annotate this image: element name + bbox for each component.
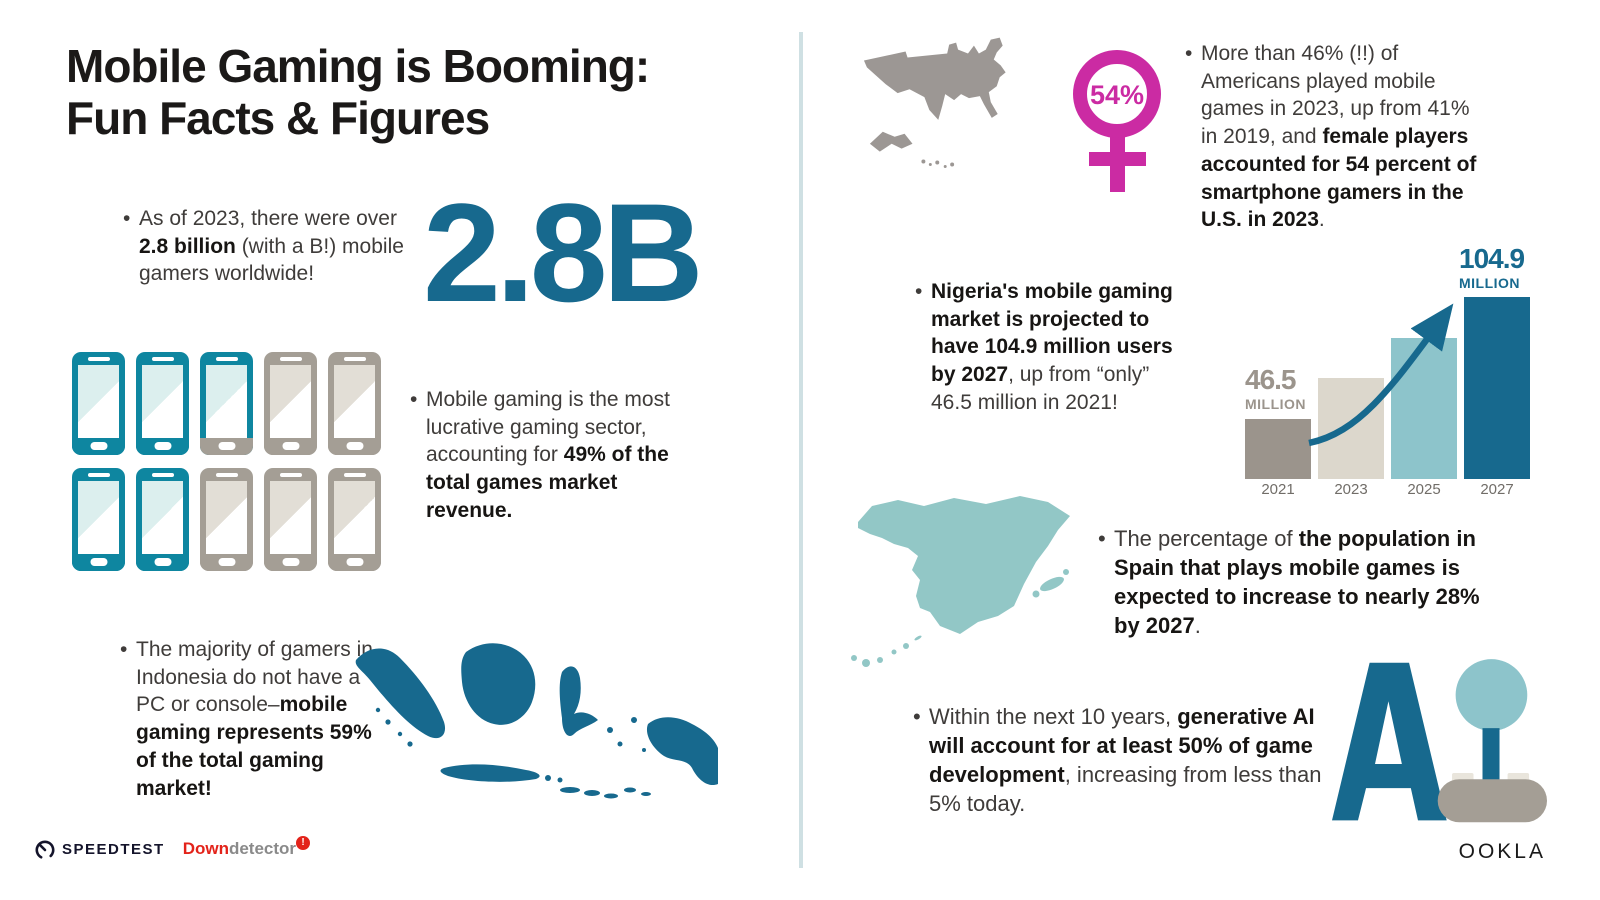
nigeria-bar-chart: 2021 2023 2025 2027 46.5 MILLION 104.9 MILL…	[1220, 245, 1530, 498]
bullet-dot: •	[1185, 42, 1193, 65]
phones-grid	[72, 352, 381, 571]
fact-gamers-worldwide: • As of 2023, there were over 2.8 billion…	[123, 205, 404, 288]
x-tick-2027: 2027	[1480, 481, 1514, 498]
phone-icon	[136, 352, 189, 455]
phone-icon	[264, 352, 317, 455]
letter-a	[1332, 662, 1447, 821]
fact-revenue: • Mobile gaming is the most lucrative gam…	[410, 386, 681, 525]
fact-text: .	[1318, 208, 1325, 232]
title-line-2: Fun Facts & Figures	[66, 92, 490, 145]
big-stat-2-8b: 2.8B	[423, 174, 704, 331]
fact-indonesia: • The majority of gamers in Indonesia do …	[120, 636, 378, 802]
phone-icon	[200, 352, 253, 455]
fact-nigeria: • Nigeria's mobile gaming market is proje…	[915, 278, 1189, 417]
bullet-dot: •	[410, 388, 418, 411]
joystick-stick	[1482, 728, 1500, 791]
fact-text-bold: mobile gaming represents 59% of the tota…	[136, 693, 372, 800]
fact-text-bold: 2.8 billion	[139, 234, 236, 258]
ookla-logo: OOKLA	[1458, 840, 1546, 863]
downdetector-word-down: Down	[182, 839, 229, 858]
joystick-ball	[1455, 659, 1528, 731]
fact-text: The percentage of	[1114, 526, 1299, 551]
ai-joystick-graphic	[1332, 659, 1547, 823]
phone-icon	[136, 468, 189, 571]
divider	[799, 32, 803, 868]
phone-icon	[72, 468, 125, 571]
bullet-dot: •	[123, 207, 131, 230]
bullet-dot: •	[913, 704, 921, 729]
phone-icon	[264, 468, 317, 571]
fact-text: Mobile gaming is the most lucrative gami…	[426, 388, 670, 467]
usa-map	[863, 37, 1006, 168]
downdetector-logo: Down detector!	[182, 836, 311, 859]
chart-label-value: 104.9	[1459, 243, 1525, 274]
x-tick-2023: 2023	[1334, 481, 1368, 498]
x-tick-2021: 2021	[1261, 481, 1295, 498]
chart-label-2021: 46.5 MILLION	[1245, 364, 1307, 412]
chart-label-2027: 104.9 MILLION	[1459, 243, 1525, 291]
spain-map	[851, 496, 1070, 667]
phone-icon	[200, 468, 253, 571]
female-symbol-ring	[1073, 50, 1161, 138]
fact-generative-ai: • Within the next 10 years, generative AI…	[913, 702, 1341, 818]
speedtest-wordmark: SPEEDTEST	[62, 840, 165, 858]
fact-text: , up from “only” 46.5 million in 2021!	[931, 363, 1150, 414]
bar-2025	[1391, 338, 1457, 479]
growth-arrow-icon	[1308, 303, 1454, 447]
bullet-dot: •	[1098, 526, 1106, 551]
downdetector-word-detector: detector	[228, 839, 297, 858]
chart-bars: 2021 2023 2025 2027	[1220, 248, 1530, 498]
bar-2027	[1464, 297, 1530, 479]
bar-2021	[1245, 419, 1311, 479]
x-tick-2025: 2025	[1407, 481, 1441, 498]
title-line-1: Mobile Gaming is Booming:	[66, 40, 650, 92]
fact-text: (with a B!) mobile gamers worldwide!	[139, 234, 404, 286]
bullet-dot: •	[915, 280, 923, 303]
bullet-dot: •	[120, 638, 128, 661]
chart-label-value: 46.5	[1245, 364, 1297, 395]
fact-text: , increasing from less than 5% today.	[929, 762, 1322, 817]
fact-text: As of 2023, there were over	[139, 207, 397, 230]
fact-text-bold: the population in Spain that plays mobil…	[1114, 526, 1480, 639]
fact-text-bold: generative AI will account for at least …	[929, 704, 1315, 788]
fact-text: The majority of gamers in Indonesia do n…	[136, 638, 373, 717]
downdetector-badge-icon: !	[296, 836, 311, 850]
joystick-base	[1437, 779, 1547, 823]
fact-text: More than 46% (!!) of Americans played m…	[1201, 42, 1470, 149]
fact-text-bold: Nigeria's mobile gaming market is projec…	[931, 280, 1173, 387]
chart-label-unit: MILLION	[1459, 275, 1521, 291]
phone-icon	[328, 468, 381, 571]
speedtest-gauge-icon	[35, 840, 55, 860]
indonesia-map	[355, 643, 718, 799]
fact-text-bold: female players accounted for 54 percent …	[1201, 125, 1477, 232]
phone-icon	[328, 352, 381, 455]
fact-text: Within the next 10 years,	[929, 704, 1178, 729]
footer-logos: SPEEDTEST Down detector!	[34, 836, 311, 860]
chart-label-unit: MILLION	[1245, 396, 1307, 412]
speedtest-logo: SPEEDTEST	[34, 838, 165, 860]
fact-spain: • The percentage of the population in Spa…	[1098, 524, 1486, 640]
female-share-label: 54%	[1090, 80, 1144, 110]
fact-text-bold: 49% of the total games market revenue.	[426, 443, 669, 522]
fact-text: .	[1194, 613, 1201, 639]
female-symbol-crossbar	[1089, 152, 1146, 166]
page-title: Mobile Gaming is Booming: Fun Facts & Fi…	[66, 40, 650, 145]
phone-icon	[72, 352, 125, 455]
female-symbol: 54%	[1073, 50, 1161, 192]
bar-2023	[1318, 378, 1384, 479]
fact-usa: • More than 46% (!!) of Americans played …	[1185, 40, 1489, 234]
